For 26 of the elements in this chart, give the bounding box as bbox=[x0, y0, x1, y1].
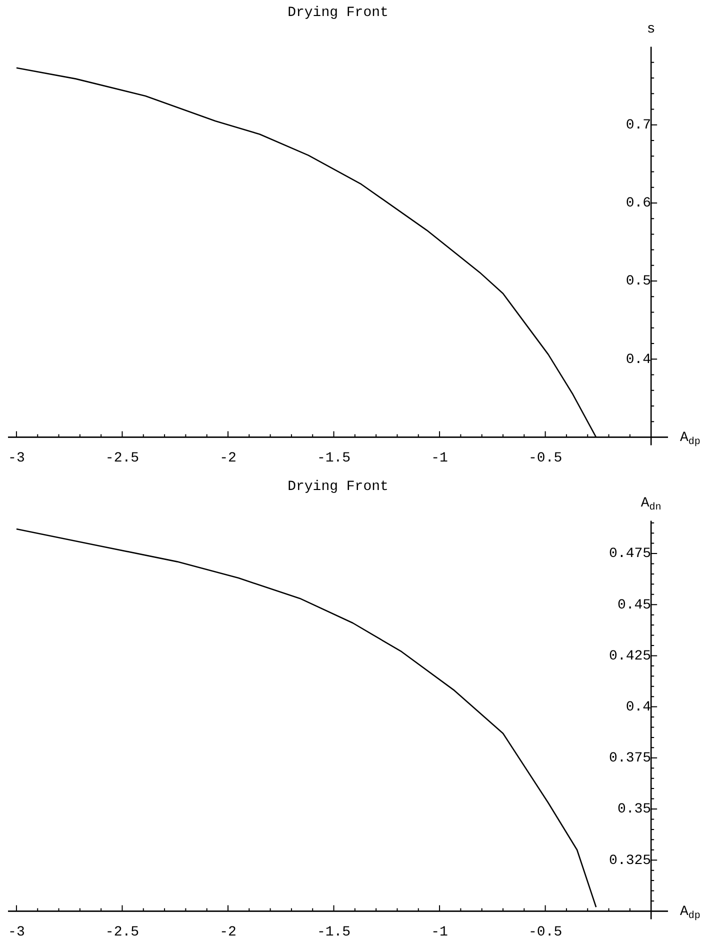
y-tick-label: 0.35 bbox=[617, 802, 652, 818]
y-tick-label: 0.4 bbox=[626, 352, 652, 368]
x-tick-label: -2 bbox=[220, 450, 236, 466]
x-tick-label: -1.5 bbox=[316, 450, 351, 466]
y-tick-label: 0.45 bbox=[617, 597, 652, 614]
x-tick-label: -0.5 bbox=[528, 450, 562, 466]
y-tick-label: 0.4 bbox=[626, 700, 652, 716]
chart-title: Drying Front bbox=[288, 5, 388, 22]
x-tick-label: -1.5 bbox=[316, 924, 351, 940]
x-tick-label: -1 bbox=[431, 450, 448, 466]
x-tick-label: -3 bbox=[8, 450, 25, 466]
y-tick-label: 0.375 bbox=[609, 750, 652, 767]
x-tick-label: -3 bbox=[8, 924, 25, 940]
y-tick-label: 0.425 bbox=[609, 648, 652, 664]
x-tick-label: -0.5 bbox=[528, 924, 562, 940]
y-tick-label: 0.5 bbox=[626, 274, 652, 290]
x-tick-label: -1 bbox=[431, 924, 448, 940]
y-tick-label: 0.475 bbox=[609, 546, 652, 562]
y-tick-label: 0.6 bbox=[626, 196, 652, 212]
y-tick-label: 0.325 bbox=[609, 852, 652, 869]
chart-title: Drying Front bbox=[288, 479, 388, 496]
x-tick-label: -2.5 bbox=[105, 924, 140, 940]
x-tick-label: -2.5 bbox=[105, 450, 140, 466]
y-tick-label: 0.7 bbox=[626, 118, 652, 134]
x-tick-label: -2 bbox=[220, 924, 236, 940]
y-axis-title: s bbox=[646, 22, 656, 38]
